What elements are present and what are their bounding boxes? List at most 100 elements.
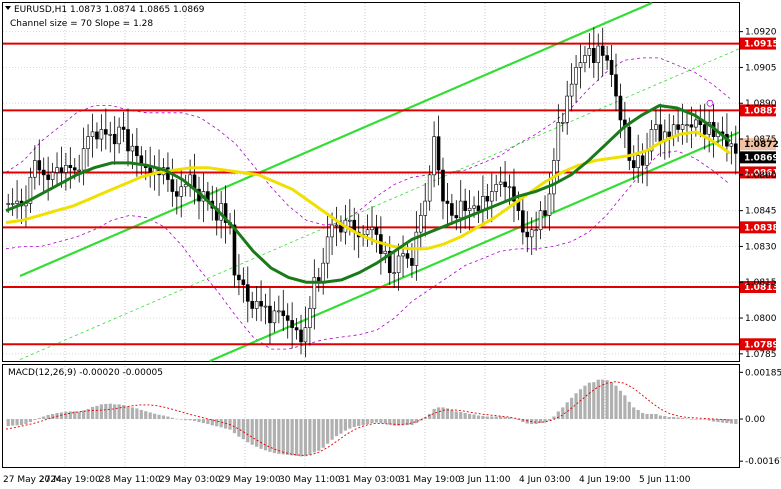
candle-body — [733, 143, 738, 154]
macd-histogram-bar — [605, 380, 609, 420]
macd-histogram-bar — [144, 411, 148, 420]
candle-body — [410, 258, 414, 266]
macd-histogram-bar — [82, 410, 86, 420]
horizontal-gridlines — [3, 31, 739, 355]
candle-body — [254, 301, 259, 309]
macd-histogram-bar — [698, 419, 702, 420]
candle-body — [77, 169, 81, 172]
macd-histogram-bar — [703, 419, 707, 420]
macd-histogram-bar — [197, 419, 201, 423]
level-label-box — [740, 338, 776, 351]
macd-histogram-bar — [680, 418, 685, 420]
macd-histogram-bar — [609, 382, 614, 420]
candle-body — [525, 231, 530, 238]
candle-body — [565, 95, 570, 123]
candle-body — [245, 284, 250, 302]
candle-body — [538, 210, 543, 231]
y-tick-label: 1.0860 — [745, 171, 777, 181]
candle-body — [547, 193, 552, 216]
marker-circle — [706, 99, 714, 107]
y-tick-label: 1.0920 — [745, 28, 777, 38]
x-tick-label: 29 May 03:00 — [159, 475, 221, 485]
macd-histogram-bar — [689, 419, 694, 420]
y-tick-label: 1.0800 — [745, 314, 777, 324]
moving-averages — [5, 99, 731, 284]
macd-histogram-bar — [15, 419, 19, 426]
candle-body — [299, 329, 303, 343]
macd-histogram-bar — [565, 402, 569, 420]
macd-histogram-bar — [712, 419, 716, 422]
macd-histogram-bar — [547, 419, 552, 421]
candle-body — [614, 74, 618, 97]
current-price-label: 1.0872 — [744, 140, 779, 150]
y-tick-label: 1.0875 — [745, 135, 777, 145]
macd-y-tick-label: 0.00 — [745, 415, 765, 425]
macd-histogram-bar — [326, 419, 330, 444]
macd-histogram-bar — [73, 411, 77, 420]
candlesticks — [6, 27, 738, 358]
x-tick-label: 30 May 11:00 — [279, 475, 341, 485]
macd-histogram-bar — [42, 416, 46, 420]
macd-histogram-bar — [454, 411, 458, 420]
macd-y-tick-label: 0.00185 — [745, 368, 781, 378]
candle-body — [587, 48, 592, 56]
macd-histogram-bar — [290, 419, 294, 456]
candle-body — [374, 227, 379, 235]
macd-histogram-bar — [445, 408, 450, 420]
macd-histogram-bar — [614, 385, 618, 420]
macd-histogram-bar — [601, 379, 605, 420]
candle-body — [454, 215, 459, 219]
candle-body — [90, 131, 95, 137]
candle-body — [348, 219, 352, 222]
x-tick-label: 3 Jun 11:00 — [459, 475, 511, 485]
macd-histogram-bar — [716, 419, 720, 423]
macd-histogram-bar — [370, 419, 374, 424]
macd-histogram-bar — [468, 413, 472, 420]
candle-body — [694, 119, 698, 128]
candle-body — [175, 191, 179, 197]
candle-body — [86, 136, 90, 149]
candle-body — [441, 169, 445, 202]
candle-body — [263, 305, 268, 308]
macd-histogram-bar — [592, 382, 596, 420]
level-label: 1.0861 — [744, 168, 779, 178]
candle-body — [281, 310, 286, 316]
macd-histogram-bar — [578, 389, 583, 420]
candle-body — [223, 203, 228, 223]
candle-body — [489, 191, 494, 202]
macd-histogram-bar — [46, 414, 50, 420]
macd-histogram-bar — [641, 412, 645, 420]
candle-body — [330, 224, 334, 238]
macd-histogram-bar — [463, 412, 467, 420]
macd-histogram-bar — [392, 419, 396, 426]
candle-body — [41, 169, 46, 176]
candle-body — [569, 83, 574, 97]
macd-histogram-bar — [720, 419, 725, 423]
macd-histogram-bar — [667, 417, 671, 420]
candle-body — [179, 186, 184, 197]
channel-mid-line — [19, 48, 740, 360]
macd-histogram-bar — [259, 419, 263, 449]
envelope-lower — [5, 150, 731, 350]
y-tick-label: 1.0815 — [745, 278, 777, 288]
candle-body — [654, 124, 658, 130]
current-price-box — [740, 151, 776, 164]
macd-histogram-bar — [494, 416, 498, 420]
channel-lower-line — [209, 131, 740, 363]
macd-histogram-bar — [166, 416, 170, 420]
candle-body — [494, 184, 499, 192]
candle-body — [543, 210, 547, 216]
macd-histogram-bar — [734, 419, 738, 425]
macd-histogram-bar — [685, 418, 689, 420]
candle-body — [37, 160, 42, 171]
candle-body — [81, 148, 86, 171]
macd-histogram-bar — [24, 419, 28, 425]
macd-indicator: 0.00185 0.00 -0.00167 — [5, 368, 781, 467]
candle-body — [445, 200, 450, 204]
candle-body — [308, 308, 312, 328]
candle-body — [574, 67, 578, 85]
candle-body — [485, 196, 490, 202]
macd-histogram-bar — [694, 419, 698, 420]
macd-histogram-bar — [321, 419, 325, 448]
macd-histogram-bar — [241, 419, 245, 440]
